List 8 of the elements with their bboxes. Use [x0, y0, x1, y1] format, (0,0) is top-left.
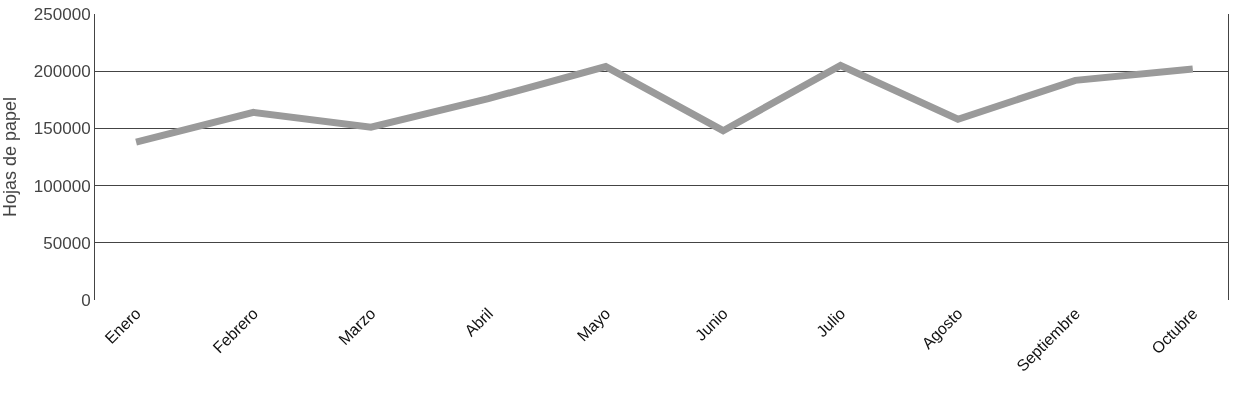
y-tick-label: 100000 — [33, 176, 91, 196]
y-tick-label: 250000 — [33, 4, 91, 24]
y-tick-label: 0 — [81, 290, 91, 310]
y-tick-label: 200000 — [33, 62, 91, 82]
y-tick-label: 50000 — [43, 233, 91, 253]
y-tick-label: 150000 — [33, 119, 91, 139]
y-axis-title: Hojas de papel — [0, 96, 20, 218]
x-tick-label: Julio — [813, 304, 849, 341]
